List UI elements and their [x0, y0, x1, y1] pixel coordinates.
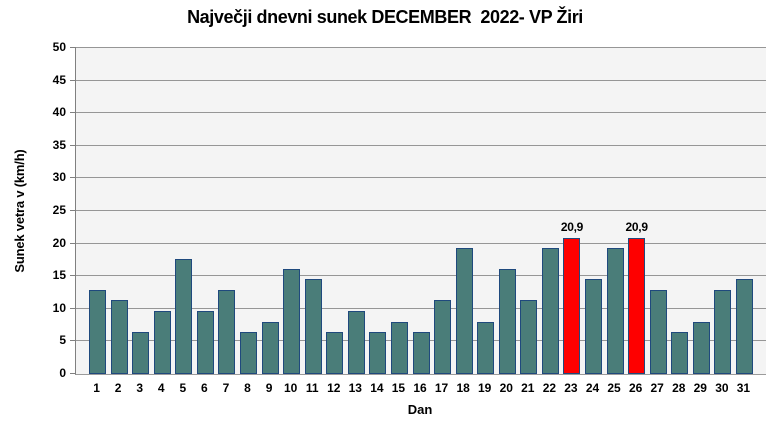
x-tick-label-20: 20 [499, 381, 513, 395]
bar-day-13 [347, 311, 365, 374]
x-tick-label-19: 19 [478, 381, 492, 395]
y-tick-mark-20 [70, 242, 76, 244]
y-tick-mark-5 [70, 340, 76, 342]
bar-day-14 [369, 332, 387, 374]
bar-day-8 [240, 332, 257, 374]
bar-day-20 [498, 269, 516, 374]
x-tick-label-25: 25 [607, 381, 621, 395]
bar-value-label-day-23: 20,9 [560, 220, 584, 234]
x-tick-label-22: 22 [542, 381, 557, 395]
bar-day-4 [153, 311, 171, 374]
x-tick-label-2: 2 [114, 381, 122, 395]
x-tick-label-31: 31 [736, 381, 751, 395]
x-tick-label-24: 24 [585, 381, 600, 395]
bar-value-label-day-26: 20,9 [625, 220, 648, 234]
y-tick-mark-35 [70, 144, 76, 146]
y-tick-mark-30 [70, 177, 76, 179]
y-tick-mark-50 [70, 47, 76, 48]
x-tick-label-1: 1 [93, 381, 100, 395]
bar-day-3 [132, 332, 150, 374]
bar-day-28 [671, 332, 689, 374]
y-tick-label-45: 45 [52, 72, 66, 87]
x-tick-label-12: 12 [327, 381, 341, 395]
y-tick-mark-0 [70, 373, 76, 374]
bar-day-21 [520, 300, 538, 374]
y-tick-label-20: 20 [52, 235, 66, 250]
bar-day-5 [175, 259, 193, 374]
bar-day-10 [283, 269, 301, 374]
x-tick-label-15: 15 [391, 381, 406, 395]
bar-day-11 [304, 279, 322, 374]
bar-day-27 [649, 290, 667, 374]
x-tick-label-14: 14 [370, 381, 384, 395]
y-tick-mark-15 [70, 275, 76, 277]
gridline-40 [76, 112, 766, 114]
bar-day-9 [261, 322, 279, 374]
bar-day-15 [390, 322, 408, 374]
gridline-35 [76, 144, 766, 146]
x-tick-label-3: 3 [136, 381, 144, 395]
chart-title: Največji dnevni sunek DECEMBER 2022- VP … [187, 7, 583, 27]
bar-day-7 [218, 290, 236, 374]
gridline-45 [76, 79, 766, 81]
y-tick-label-0: 0 [59, 366, 66, 380]
gridline-25 [76, 210, 766, 211]
bar-day-23 [563, 238, 581, 374]
y-tick-label-25: 25 [52, 203, 66, 217]
y-tick-mark-45 [70, 79, 76, 81]
bar-day-16 [412, 332, 430, 374]
bar-day-22 [541, 248, 559, 374]
y-tick-label-50: 50 [52, 40, 66, 54]
x-tick-label-13: 13 [348, 381, 362, 395]
bar-day-19 [477, 322, 495, 374]
x-tick-label-21: 21 [521, 381, 535, 395]
x-tick-label-6: 6 [201, 381, 208, 395]
y-tick-label-40: 40 [52, 105, 66, 120]
y-tick-mark-40 [70, 112, 76, 114]
bar-day-24 [585, 279, 602, 374]
x-tick-label-27: 27 [650, 381, 664, 395]
x-tick-label-30: 30 [715, 381, 729, 395]
x-tick-label-8: 8 [244, 381, 251, 395]
x-tick-label-4: 4 [157, 381, 165, 395]
x-tick-label-9: 9 [265, 381, 273, 395]
y-tick-mark-25 [70, 210, 76, 211]
bar-day-31 [735, 279, 753, 374]
x-tick-label-26: 26 [628, 381, 643, 395]
y-tick-label-35: 35 [52, 137, 66, 152]
bar-day-29 [692, 322, 710, 374]
x-tick-label-7: 7 [222, 381, 230, 395]
y-tick-label-5: 5 [59, 333, 66, 348]
bar-day-2 [110, 300, 128, 374]
x-tick-label-23: 23 [564, 381, 578, 395]
bar-day-17 [434, 300, 452, 374]
bar-day-30 [714, 290, 732, 374]
bar-day-1 [89, 290, 107, 374]
bar-day-12 [326, 332, 344, 374]
plot-area: 20,9 20,9 [75, 47, 766, 375]
bar-day-18 [455, 248, 473, 374]
x-tick-label-18: 18 [456, 381, 470, 395]
y-tick-label-15: 15 [52, 268, 66, 283]
gridline-10 [76, 307, 766, 309]
y-tick-mark-10 [70, 307, 76, 309]
y-tick-label-10: 10 [52, 300, 66, 315]
x-tick-label-11: 11 [305, 381, 319, 395]
bar-day-26 [628, 238, 646, 374]
x-tick-label-29: 29 [693, 381, 707, 395]
bar-day-6 [196, 311, 214, 374]
x-tick-label-16: 16 [413, 381, 427, 395]
x-tick-label-10: 10 [283, 381, 298, 395]
x-tick-label-17: 17 [434, 381, 449, 395]
x-tick-label-28: 28 [672, 381, 686, 395]
bar-day-25 [606, 248, 624, 374]
gridline-20 [76, 242, 766, 244]
gridline-50 [76, 47, 766, 48]
y-tick-label-30: 30 [52, 170, 66, 185]
gridline-30 [76, 177, 766, 179]
gridline-15 [76, 275, 766, 277]
x-tick-label-5: 5 [179, 381, 187, 395]
x-axis-title: Dan [407, 402, 433, 417]
